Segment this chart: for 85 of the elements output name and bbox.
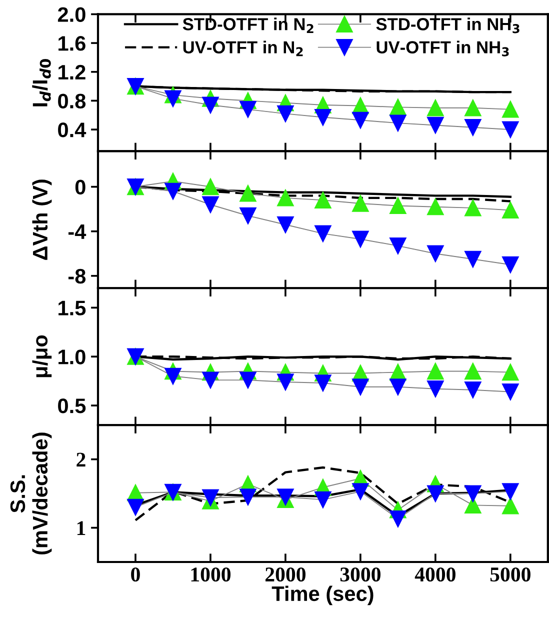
point xyxy=(390,98,406,116)
y-tick-label: -4 xyxy=(68,224,86,239)
point xyxy=(164,182,182,200)
point xyxy=(464,119,482,136)
point xyxy=(314,491,332,508)
point xyxy=(277,105,294,122)
point xyxy=(352,378,369,396)
y-axis-title: ΔVth (V) xyxy=(32,180,52,260)
point xyxy=(390,114,406,132)
y-tick-label: 1.2 xyxy=(58,64,86,80)
legend-label: UV-OTFT in NH$_{3}$ xyxy=(376,40,509,56)
point xyxy=(277,216,294,233)
point xyxy=(427,485,444,502)
point xyxy=(427,245,444,262)
point xyxy=(164,90,182,107)
point xyxy=(202,196,219,213)
x-tick-label: 2000 xyxy=(266,567,306,582)
point xyxy=(427,380,444,398)
y-tick-label: 0.4 xyxy=(58,122,86,138)
point xyxy=(202,178,219,196)
y-tick-label: 0.8 xyxy=(58,94,86,108)
point xyxy=(277,488,294,506)
point xyxy=(502,202,519,219)
y-tick-label: 1.0 xyxy=(58,350,86,364)
x-tick-label: 1000 xyxy=(191,567,231,582)
point xyxy=(427,362,444,380)
x-axis-title: Time (sec) xyxy=(272,586,374,606)
y-tick-label: 1 xyxy=(77,521,86,535)
point xyxy=(314,108,332,126)
y-axis-title: S.S. (mV/decade) xyxy=(10,432,52,554)
point xyxy=(464,200,482,216)
point xyxy=(277,190,294,206)
point xyxy=(464,485,482,502)
point xyxy=(464,362,482,380)
point xyxy=(390,378,406,396)
point xyxy=(352,483,369,500)
y-axis-title: μ/μo xyxy=(32,335,52,378)
point xyxy=(352,195,369,212)
y-tick-label: -8 xyxy=(68,268,86,284)
point xyxy=(502,256,519,274)
x-tick-label: 3000 xyxy=(340,567,380,582)
point xyxy=(502,101,519,118)
y-tick-label: 1.5 xyxy=(58,300,86,316)
point xyxy=(240,488,256,506)
point xyxy=(502,483,519,500)
point xyxy=(314,374,332,392)
y-tick-label: 1.6 xyxy=(58,36,86,51)
point xyxy=(464,382,482,398)
point xyxy=(202,489,219,506)
point xyxy=(277,374,294,390)
point xyxy=(240,101,256,118)
x-tick-label: 5000 xyxy=(490,567,530,582)
point xyxy=(464,100,482,116)
point xyxy=(127,498,144,516)
point xyxy=(502,121,519,138)
point xyxy=(202,96,219,114)
point xyxy=(390,510,406,528)
point xyxy=(202,372,219,388)
point xyxy=(502,383,519,400)
legend-label: STD-OTFT in N$_{2}$ xyxy=(182,18,314,34)
y-tick-label: 0 xyxy=(75,180,86,195)
point xyxy=(314,225,332,242)
point xyxy=(502,498,519,514)
point xyxy=(164,368,182,384)
point xyxy=(427,198,444,216)
x-tick-label: 0 xyxy=(131,567,140,582)
point xyxy=(352,230,369,248)
point xyxy=(502,364,519,381)
y-tick-label: 2 xyxy=(76,452,86,467)
legend-label: UV-OTFT in N$_{2}$ xyxy=(183,40,303,56)
point xyxy=(427,100,444,116)
point xyxy=(240,207,256,224)
y-tick-label: 0.5 xyxy=(58,398,86,414)
x-tick-label: 4000 xyxy=(414,567,456,582)
point xyxy=(352,112,369,129)
point xyxy=(240,185,256,202)
point xyxy=(390,237,406,254)
point xyxy=(240,372,256,388)
y-tick-label: 2.0 xyxy=(58,7,86,22)
y-axis-title: I$_{d}$/I$_{d0}$ xyxy=(32,59,51,106)
point xyxy=(390,197,406,214)
point xyxy=(314,192,332,208)
legend-label: STD-OTFT in NH$_{3}$ xyxy=(376,18,520,34)
point xyxy=(427,116,444,134)
point xyxy=(464,250,482,268)
